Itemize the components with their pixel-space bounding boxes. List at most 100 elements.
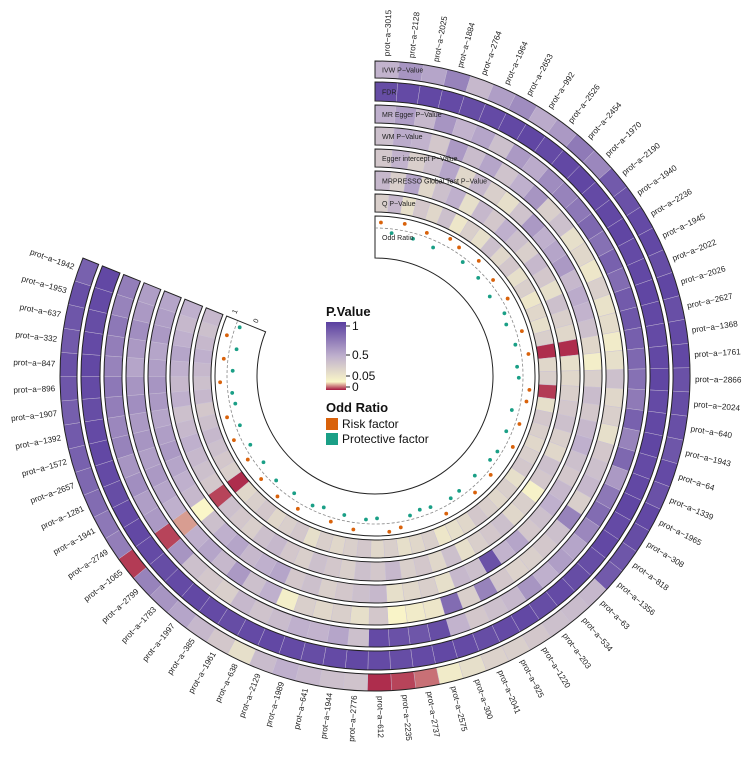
odd-ratio-point-44 xyxy=(328,519,333,524)
odd-ratio-point-57 xyxy=(225,415,229,420)
cell-q-40 xyxy=(370,539,385,559)
protein-label-39: prot−a−2235 xyxy=(400,694,413,742)
cell-presso-60 xyxy=(169,376,190,393)
odd-ratio-point-49 xyxy=(275,494,280,499)
cell-egger-21 xyxy=(625,388,646,411)
cell-q-41 xyxy=(356,538,372,559)
odd-ratio-point-21 xyxy=(527,387,532,392)
odd-ratio-tick-1: 1 xyxy=(232,309,240,316)
odd-ratio-point-42 xyxy=(351,527,356,532)
odd-ratio-point-56 xyxy=(238,423,242,428)
odd-ratio-point-17 xyxy=(513,342,518,347)
odd-ratio-point-14 xyxy=(502,311,507,316)
protein-label-31: prot−a−534 xyxy=(580,616,614,654)
cell-egger-41 xyxy=(347,627,370,648)
odd-ratio-frame xyxy=(214,215,536,537)
protein-label-37: prot−a−2575 xyxy=(449,685,469,733)
cell-q-39 xyxy=(383,538,399,558)
track-name-q: Q P−Value xyxy=(382,201,416,208)
cell-presso-20 xyxy=(560,370,581,387)
cell-ivw-23 xyxy=(660,436,684,465)
protein-label-61: prot−a−847 xyxy=(13,358,56,369)
protein-label-2: prot−a−2025 xyxy=(432,15,450,63)
protein-label-19: prot−a−1761 xyxy=(694,347,741,359)
protective-swatch xyxy=(326,433,338,445)
cell-fdr-21 xyxy=(647,389,669,414)
colorbar-label-005: 0.05 xyxy=(352,369,376,383)
protein-label-53: prot−a−2749 xyxy=(66,547,110,580)
cell-q-61 xyxy=(192,362,212,377)
odd-ratio-track: 01 xyxy=(214,215,536,537)
cell-fdr-62 xyxy=(81,331,104,356)
protein-label-59: prot−a−1907 xyxy=(11,409,59,423)
odd-ratio-point-31 xyxy=(473,490,477,495)
cell-wm-19 xyxy=(604,350,625,371)
odd-ratio-point-48 xyxy=(292,491,297,496)
cell-ivw-43 xyxy=(294,664,323,687)
protein-label-13: prot−a−2236 xyxy=(649,187,694,218)
cell-intercept-21 xyxy=(582,386,602,406)
odd-ratio-point-27 xyxy=(495,449,500,454)
odd-ratio-point-16 xyxy=(519,329,524,333)
cell-fdr-59 xyxy=(81,397,104,423)
track-name-ivw: IVW P−Value xyxy=(382,68,423,75)
odd-ratio-point-13 xyxy=(505,296,510,301)
protein-label-22: prot−a−640 xyxy=(690,424,733,440)
protein-label-7: prot−a−992 xyxy=(546,70,577,110)
protein-label-12: prot−a−1940 xyxy=(635,163,679,197)
odd-ratio-point-35 xyxy=(428,505,433,510)
protein-label-20: prot−a−2866 xyxy=(695,375,742,385)
odd-ratio-point-1 xyxy=(389,231,394,236)
odd-ratio-point-39 xyxy=(387,529,392,534)
cell-intercept-40 xyxy=(369,584,388,604)
odd-ratio-point-46 xyxy=(310,503,315,508)
track-outline-q xyxy=(192,193,558,559)
odd-ratio-point-38 xyxy=(398,525,403,530)
cell-presso-21 xyxy=(559,385,580,403)
protein-label-54: prot−a−1941 xyxy=(52,526,97,557)
cell-ivw-58 xyxy=(63,422,86,450)
protein-label-48: prot−a−385 xyxy=(166,636,197,676)
odd-ratio-point-61 xyxy=(230,368,235,373)
odd-ratio-point-45 xyxy=(321,505,326,510)
odd-ratio-point-32 xyxy=(457,488,462,493)
odd-ratio-point-62 xyxy=(221,356,226,361)
cell-wm-38 xyxy=(404,601,427,624)
odd-ratio-point-22 xyxy=(524,399,529,404)
cell-fdr-60 xyxy=(80,376,102,400)
cell-egger-18 xyxy=(623,327,645,351)
odd-ratio-point-29 xyxy=(488,472,493,477)
cell-presso-59 xyxy=(170,390,192,409)
protein-label-9: prot−a−2454 xyxy=(586,100,624,141)
protein-label-26: prot−a−1965 xyxy=(658,518,704,547)
odd-ratio-point-54 xyxy=(248,442,253,447)
protein-label-16: prot−a−2026 xyxy=(680,264,727,286)
cell-ivw-62 xyxy=(60,327,81,354)
protein-label-42: prot−a−1944 xyxy=(319,692,334,740)
track-outline-intercept xyxy=(147,148,603,604)
protein-label-18: prot−a−1368 xyxy=(691,319,739,335)
odd-ratio-point-37 xyxy=(408,513,412,518)
odd-ratio-point-43 xyxy=(342,513,347,517)
odd-ratio-point-19 xyxy=(515,364,519,369)
cell-presso-41 xyxy=(354,560,371,582)
protein-label-24: prot−a−64 xyxy=(677,472,716,492)
protein-label-28: prot−a−818 xyxy=(631,561,671,593)
protein-label-47: prot−a−1961 xyxy=(187,650,218,695)
odd-ratio-point-59 xyxy=(230,391,235,395)
protein-label-23: prot−a−1943 xyxy=(685,449,733,469)
protein-label-55: prot−a−1281 xyxy=(39,504,85,532)
odd-ratio-point-63 xyxy=(234,347,239,352)
odd-ratio-point-20 xyxy=(516,375,521,380)
track-outline-ivw xyxy=(59,60,691,692)
protein-label-6: prot−a−2653 xyxy=(525,52,555,97)
odd-ratio-point-18 xyxy=(526,352,531,356)
cell-egger-61 xyxy=(103,355,123,377)
cell-presso-39 xyxy=(384,560,402,581)
cell-fdr-19 xyxy=(648,345,670,369)
protein-label-17: prot−a−2627 xyxy=(686,291,734,310)
track-name-wm: WM P−Value xyxy=(382,134,423,141)
cell-q-60 xyxy=(192,376,212,391)
